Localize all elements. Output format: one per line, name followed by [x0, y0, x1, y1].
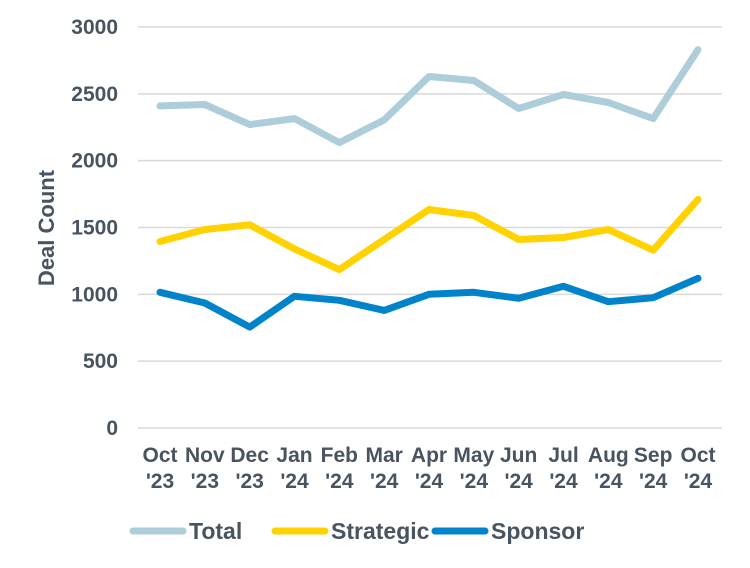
- x-tick-label-year: '24: [280, 470, 309, 493]
- x-tick-label-month: Sep: [634, 444, 673, 467]
- x-tick-label-year: '24: [549, 470, 578, 493]
- y-axis-ticks: 0 500 1000 1500 2000 2500 3000: [71, 16, 118, 440]
- x-tick-label-year: '24: [504, 470, 533, 493]
- x-tick-label-month: May: [453, 444, 494, 467]
- legend-label-sponsor: Sponsor: [491, 518, 584, 544]
- x-tick-label-year: '24: [370, 470, 399, 493]
- x-tick-label-month: Jun: [500, 444, 537, 467]
- legend-label-strategic: Strategic: [331, 518, 430, 544]
- x-tick-label-month: Oct: [142, 444, 177, 467]
- x-tick-label-month: Jan: [276, 444, 312, 467]
- x-tick-label-month: Dec: [230, 444, 269, 467]
- x-tick-label-month: Oct: [680, 444, 715, 467]
- series-lines: [156, 46, 702, 331]
- x-tick-label-year: '23: [146, 470, 174, 493]
- y-tick-label: 3000: [71, 16, 118, 39]
- series-line-total: [156, 46, 702, 147]
- legend: Total Strategic Sponsor: [129, 518, 584, 544]
- x-axis-ticks: Oct '23 Nov '23 Dec '23 Jan '24 Feb '24 Mar '24 Apr '…: [142, 444, 715, 493]
- x-tick-label-month: Jul: [548, 444, 578, 467]
- x-tick-label-month: Feb: [321, 444, 358, 467]
- legend-label-total: Total: [189, 518, 242, 544]
- y-tick-label: 0: [106, 417, 118, 440]
- x-tick-label-month: Nov: [185, 444, 225, 467]
- x-tick-label-year: '24: [594, 470, 623, 493]
- series-line-sponsor: [156, 274, 702, 331]
- y-tick-label: 2500: [71, 83, 118, 106]
- y-axis-title: Deal Count: [34, 169, 59, 286]
- y-tick-label: 1000: [71, 283, 118, 306]
- y-tick-label: 500: [83, 350, 118, 373]
- x-tick-label-month: Aug: [588, 444, 629, 467]
- x-tick-label-year: '24: [684, 470, 713, 493]
- x-tick-label-year: '24: [639, 470, 668, 493]
- x-tick-label-year: '24: [415, 470, 444, 493]
- x-tick-label-year: '24: [325, 470, 354, 493]
- x-tick-label-year: '24: [460, 470, 489, 493]
- x-tick-label-year: '23: [235, 470, 263, 493]
- y-tick-label: 1500: [71, 217, 118, 240]
- x-tick-label-month: Apr: [411, 444, 447, 467]
- y-tick-label: 2000: [71, 150, 118, 173]
- x-tick-label-month: Mar: [365, 444, 402, 467]
- series-line-strategic: [156, 195, 702, 274]
- x-tick-label-year: '23: [191, 470, 219, 493]
